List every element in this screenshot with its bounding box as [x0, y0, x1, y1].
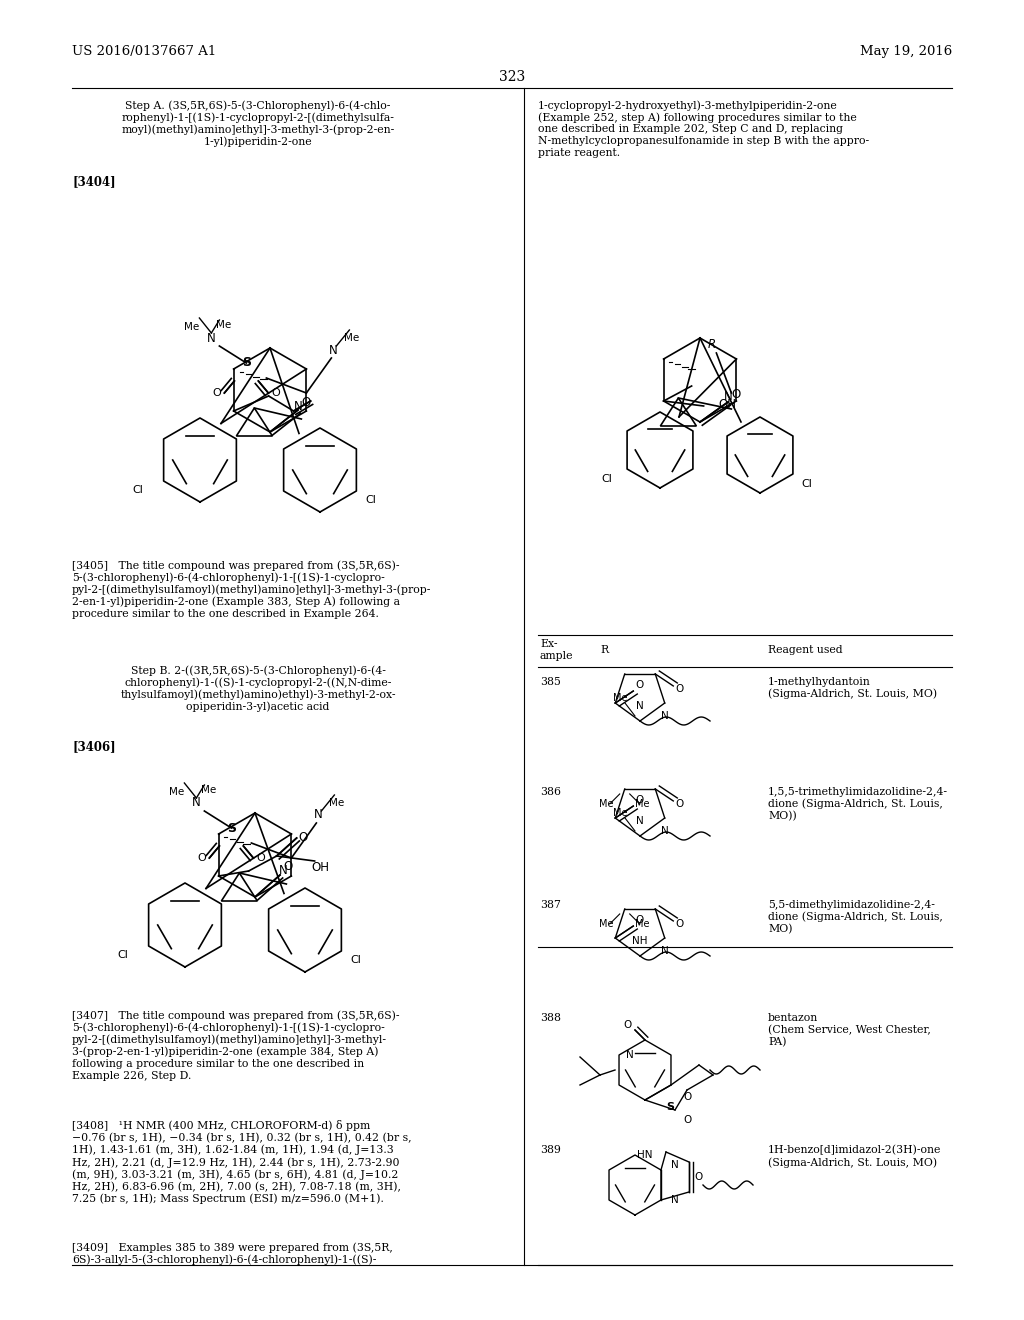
- Text: O: O: [271, 388, 281, 399]
- Text: 388: 388: [540, 1012, 561, 1023]
- Text: 5,5-dimethylimidazolidine-2,4-
dione (Sigma-Aldrich, St. Louis,
MO): 5,5-dimethylimidazolidine-2,4- dione (Si…: [768, 900, 943, 935]
- Text: Me: Me: [169, 787, 184, 797]
- Text: O: O: [635, 795, 643, 805]
- Text: N: N: [660, 946, 669, 956]
- Text: N: N: [724, 389, 733, 403]
- Text: bentazon
(Chem Service, West Chester,
PA): bentazon (Chem Service, West Chester, PA…: [768, 1012, 931, 1047]
- Text: Me: Me: [201, 785, 216, 795]
- Text: N: N: [191, 796, 201, 809]
- Text: [3406]: [3406]: [72, 741, 116, 752]
- Text: O: O: [283, 861, 292, 874]
- Text: May 19, 2016: May 19, 2016: [860, 45, 952, 58]
- Text: 323: 323: [499, 70, 525, 84]
- Text: N: N: [279, 865, 288, 878]
- Text: US 2016/0137667 A1: US 2016/0137667 A1: [72, 45, 216, 58]
- Text: 1-cyclopropyl-2-hydroxyethyl)-3-methylpiperidin-2-one
(Example 252, step A) foll: 1-cyclopropyl-2-hydroxyethyl)-3-methylpi…: [538, 100, 869, 157]
- Text: 1H-benzo[d]imidazol-2(3H)-one
(Sigma-Aldrich, St. Louis, MO): 1H-benzo[d]imidazol-2(3H)-one (Sigma-Ald…: [768, 1144, 941, 1168]
- Text: S: S: [242, 356, 251, 370]
- Text: [3409]   Examples 385 to 389 were prepared from (3S,5R,
6S)-3-allyl-5-(3-chlorop: [3409] Examples 385 to 389 were prepared…: [72, 1242, 393, 1265]
- Text: O: O: [299, 832, 308, 843]
- Text: R: R: [708, 338, 716, 351]
- Text: OH: OH: [311, 861, 330, 874]
- Text: Me: Me: [599, 799, 614, 809]
- Text: Ex-
ample: Ex- ample: [540, 639, 573, 660]
- Text: O: O: [623, 1020, 631, 1030]
- Text: 387: 387: [540, 900, 561, 909]
- Text: N: N: [671, 1195, 679, 1205]
- Text: Step B. 2-((3R,5R,6S)-5-(3-Chlorophenyl)-6-(4-
chlorophenyl)-1-((S)-1-cyclopropy: Step B. 2-((3R,5R,6S)-5-(3-Chlorophenyl)…: [120, 665, 395, 713]
- Text: Me: Me: [636, 799, 650, 809]
- Text: Me: Me: [612, 808, 628, 818]
- Text: O: O: [301, 396, 310, 408]
- Text: N: N: [671, 1160, 679, 1170]
- Text: O: O: [256, 853, 265, 863]
- Text: HN: HN: [638, 1150, 653, 1160]
- Text: O: O: [731, 388, 740, 400]
- Text: O: O: [694, 1172, 702, 1181]
- Text: [3404]: [3404]: [72, 176, 116, 187]
- Text: 1-methylhydantoin
(Sigma-Aldrich, St. Louis, MO): 1-methylhydantoin (Sigma-Aldrich, St. Lo…: [768, 677, 937, 700]
- Text: N: N: [314, 808, 323, 821]
- Text: Cl: Cl: [132, 486, 143, 495]
- Text: Cl: Cl: [117, 950, 128, 960]
- Text: Me: Me: [329, 799, 344, 808]
- Text: N: N: [294, 400, 303, 412]
- Text: O: O: [683, 1092, 691, 1102]
- Text: O: O: [683, 1115, 691, 1125]
- Text: [3407]   The title compound was prepared from (3S,5R,6S)-
5-(3-chlorophenyl)-6-(: [3407] The title compound was prepared f…: [72, 1010, 399, 1081]
- Text: Me: Me: [599, 919, 614, 929]
- Text: O: O: [635, 680, 643, 690]
- Text: N: N: [329, 343, 338, 356]
- Text: O: O: [213, 388, 221, 399]
- Text: NH: NH: [632, 936, 648, 946]
- Text: Me: Me: [183, 322, 199, 333]
- Text: Reagent used: Reagent used: [768, 645, 843, 655]
- Text: Me: Me: [344, 333, 359, 343]
- Text: O: O: [675, 799, 684, 809]
- Text: N: N: [660, 711, 669, 721]
- Text: Cl: Cl: [350, 956, 360, 965]
- Text: N: N: [626, 1049, 634, 1060]
- Text: O: O: [635, 915, 643, 925]
- Text: OH: OH: [719, 399, 736, 411]
- Text: Me: Me: [612, 693, 628, 704]
- Text: Cl: Cl: [601, 474, 612, 484]
- Text: O: O: [675, 684, 684, 694]
- Text: [3408]   ¹H NMR (400 MHz, CHLOROFORM-d) δ ppm
−0.76 (br s, 1H), −0.34 (br s, 1H): [3408] ¹H NMR (400 MHz, CHLOROFORM-d) δ …: [72, 1119, 412, 1204]
- Text: N: N: [636, 816, 644, 826]
- Text: Step A. (3S,5R,6S)-5-(3-Chlorophenyl)-6-(4-chlo-
rophenyl)-1-[(1S)-1-cyclopropyl: Step A. (3S,5R,6S)-5-(3-Chlorophenyl)-6-…: [122, 100, 394, 148]
- Text: N: N: [660, 826, 669, 836]
- Text: Cl: Cl: [801, 479, 812, 488]
- Text: R: R: [600, 645, 608, 655]
- Text: [3405]   The title compound was prepared from (3S,5R,6S)-
5-(3-chlorophenyl)-6-(: [3405] The title compound was prepared f…: [72, 560, 431, 619]
- Text: 386: 386: [540, 787, 561, 797]
- Text: N: N: [207, 331, 216, 345]
- Text: Me: Me: [216, 319, 231, 330]
- Text: 1,5,5-trimethylimidazolidine-2,4-
dione (Sigma-Aldrich, St. Louis,
MO)): 1,5,5-trimethylimidazolidine-2,4- dione …: [768, 787, 948, 821]
- Text: S: S: [666, 1102, 674, 1111]
- Text: Me: Me: [636, 919, 650, 929]
- Text: S: S: [227, 821, 236, 834]
- Text: O: O: [675, 919, 684, 929]
- Text: 389: 389: [540, 1144, 561, 1155]
- Text: Cl: Cl: [365, 495, 376, 506]
- Text: 385: 385: [540, 677, 561, 686]
- Text: N: N: [636, 701, 644, 711]
- Text: O: O: [198, 853, 207, 863]
